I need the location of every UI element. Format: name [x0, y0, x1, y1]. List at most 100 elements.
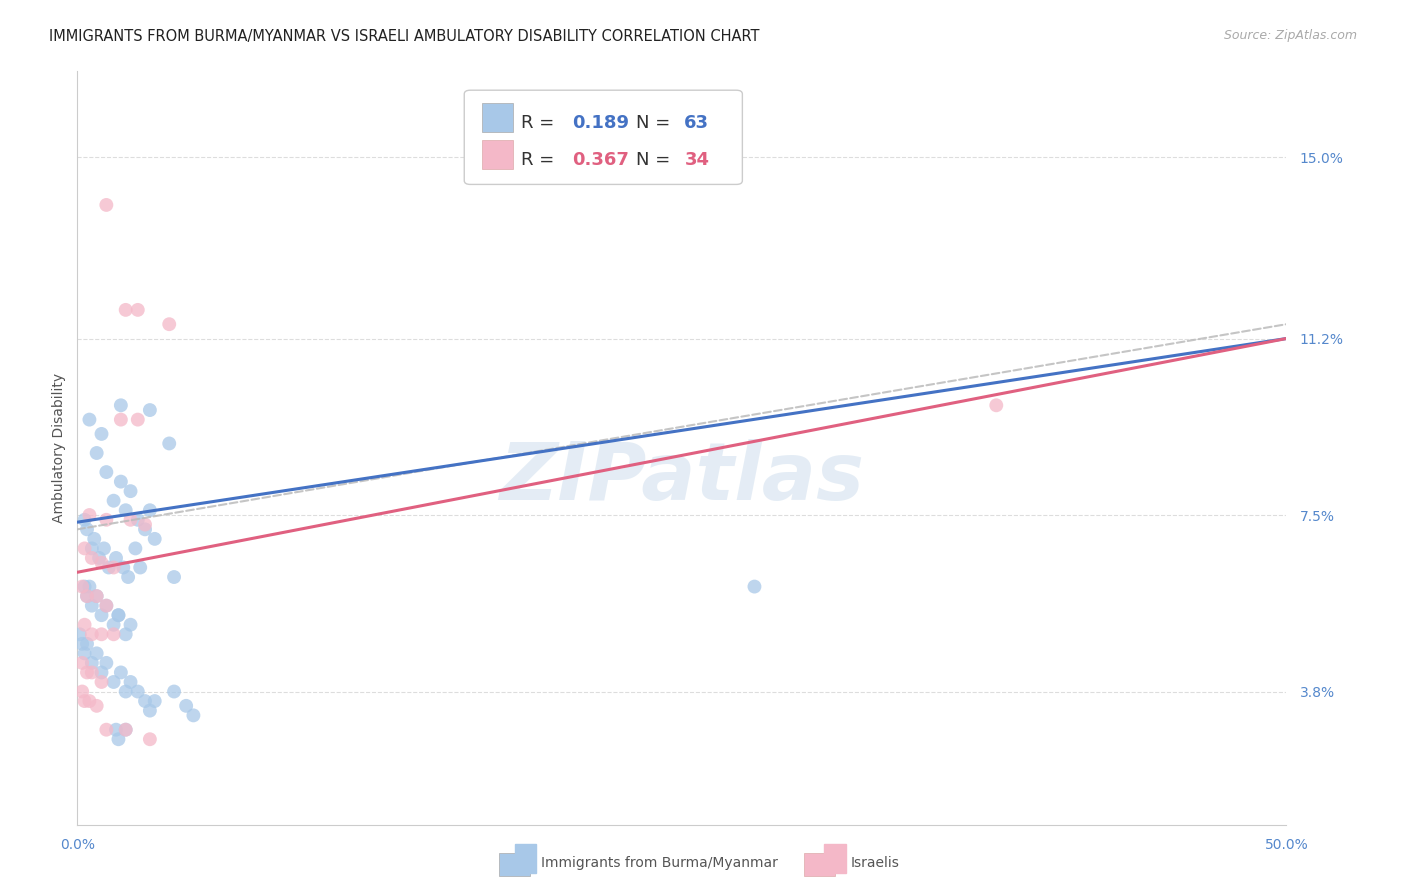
Point	[76, 665, 98, 680]
Bar	[499, 853, 530, 876]
Point	[107, 608, 129, 623]
Point	[114, 627, 136, 641]
Point	[110, 475, 132, 489]
Point	[90, 675, 112, 690]
Point	[105, 723, 128, 737]
Point	[110, 398, 132, 412]
Point	[120, 617, 142, 632]
Point	[143, 532, 166, 546]
Point	[79, 694, 101, 708]
Point	[157, 317, 180, 331]
Point	[96, 198, 118, 212]
Text: N =: N =	[636, 152, 676, 169]
Point	[103, 617, 125, 632]
Point	[80, 541, 103, 556]
Point	[70, 580, 93, 594]
Point	[83, 532, 105, 546]
Point	[174, 698, 197, 713]
Y-axis label: Ambulatory Disability: Ambulatory Disability	[52, 373, 66, 524]
Point	[73, 580, 96, 594]
Point	[120, 675, 142, 690]
Point	[73, 541, 96, 556]
Text: IMMIGRANTS FROM BURMA/MYANMAR VS ISRAELI AMBULATORY DISABILITY CORRELATION CHART: IMMIGRANTS FROM BURMA/MYANMAR VS ISRAELI…	[49, 29, 759, 44]
Point	[80, 627, 103, 641]
Point	[90, 665, 112, 680]
Point	[96, 723, 118, 737]
Point	[76, 637, 98, 651]
Point	[124, 541, 146, 556]
Point	[80, 551, 103, 566]
Point	[110, 412, 132, 426]
Point	[134, 517, 156, 532]
FancyBboxPatch shape	[464, 90, 742, 185]
Point	[80, 599, 103, 613]
Point	[143, 694, 166, 708]
Point	[139, 704, 162, 718]
Point	[96, 465, 118, 479]
Point	[90, 627, 112, 641]
Text: Israelis: Israelis	[851, 856, 900, 871]
Point	[986, 398, 1008, 412]
Point	[120, 513, 142, 527]
Point	[87, 551, 110, 566]
Point	[70, 637, 93, 651]
Point	[163, 684, 186, 698]
Point	[157, 436, 180, 450]
Bar	[482, 140, 513, 169]
Text: 34: 34	[685, 152, 710, 169]
Point	[73, 617, 96, 632]
Point	[114, 723, 136, 737]
Point	[183, 708, 205, 723]
Point	[73, 513, 96, 527]
Point	[86, 646, 108, 660]
Point	[127, 302, 149, 317]
Point	[76, 589, 98, 603]
Point	[90, 426, 112, 441]
Text: Immigrants from Burma/Myanmar: Immigrants from Burma/Myanmar	[541, 856, 778, 871]
Point	[73, 646, 96, 660]
Point	[80, 665, 103, 680]
Point	[69, 627, 91, 641]
Point	[76, 522, 98, 536]
Point	[107, 732, 129, 747]
Point	[93, 541, 115, 556]
Point	[103, 493, 125, 508]
Point	[96, 599, 118, 613]
Point	[96, 656, 118, 670]
Point	[96, 513, 118, 527]
Point	[112, 560, 135, 574]
Point	[127, 412, 149, 426]
Point	[80, 656, 103, 670]
Point	[114, 684, 136, 698]
Point	[107, 608, 129, 623]
Point	[90, 608, 112, 623]
Text: 0.189: 0.189	[572, 114, 628, 132]
Point	[103, 675, 125, 690]
Text: R =: R =	[522, 114, 560, 132]
Text: N =: N =	[636, 114, 676, 132]
Point	[163, 570, 186, 584]
Point	[129, 560, 152, 574]
Text: Source: ZipAtlas.com: Source: ZipAtlas.com	[1223, 29, 1357, 42]
Point	[73, 694, 96, 708]
Text: 63: 63	[685, 114, 710, 132]
Point	[70, 656, 93, 670]
Text: ZIPatlas: ZIPatlas	[499, 440, 865, 517]
Point	[105, 551, 128, 566]
Text: R =: R =	[522, 152, 560, 169]
Point	[114, 503, 136, 517]
Point	[139, 403, 162, 417]
Point	[79, 508, 101, 522]
Point	[127, 513, 149, 527]
Point	[114, 302, 136, 317]
Text: 0.367: 0.367	[572, 152, 628, 169]
Bar	[804, 853, 835, 876]
Point	[70, 684, 93, 698]
Point	[134, 694, 156, 708]
Point	[79, 412, 101, 426]
Point	[127, 684, 149, 698]
Point	[76, 589, 98, 603]
Bar	[482, 103, 513, 132]
Point	[86, 698, 108, 713]
Point	[103, 560, 125, 574]
